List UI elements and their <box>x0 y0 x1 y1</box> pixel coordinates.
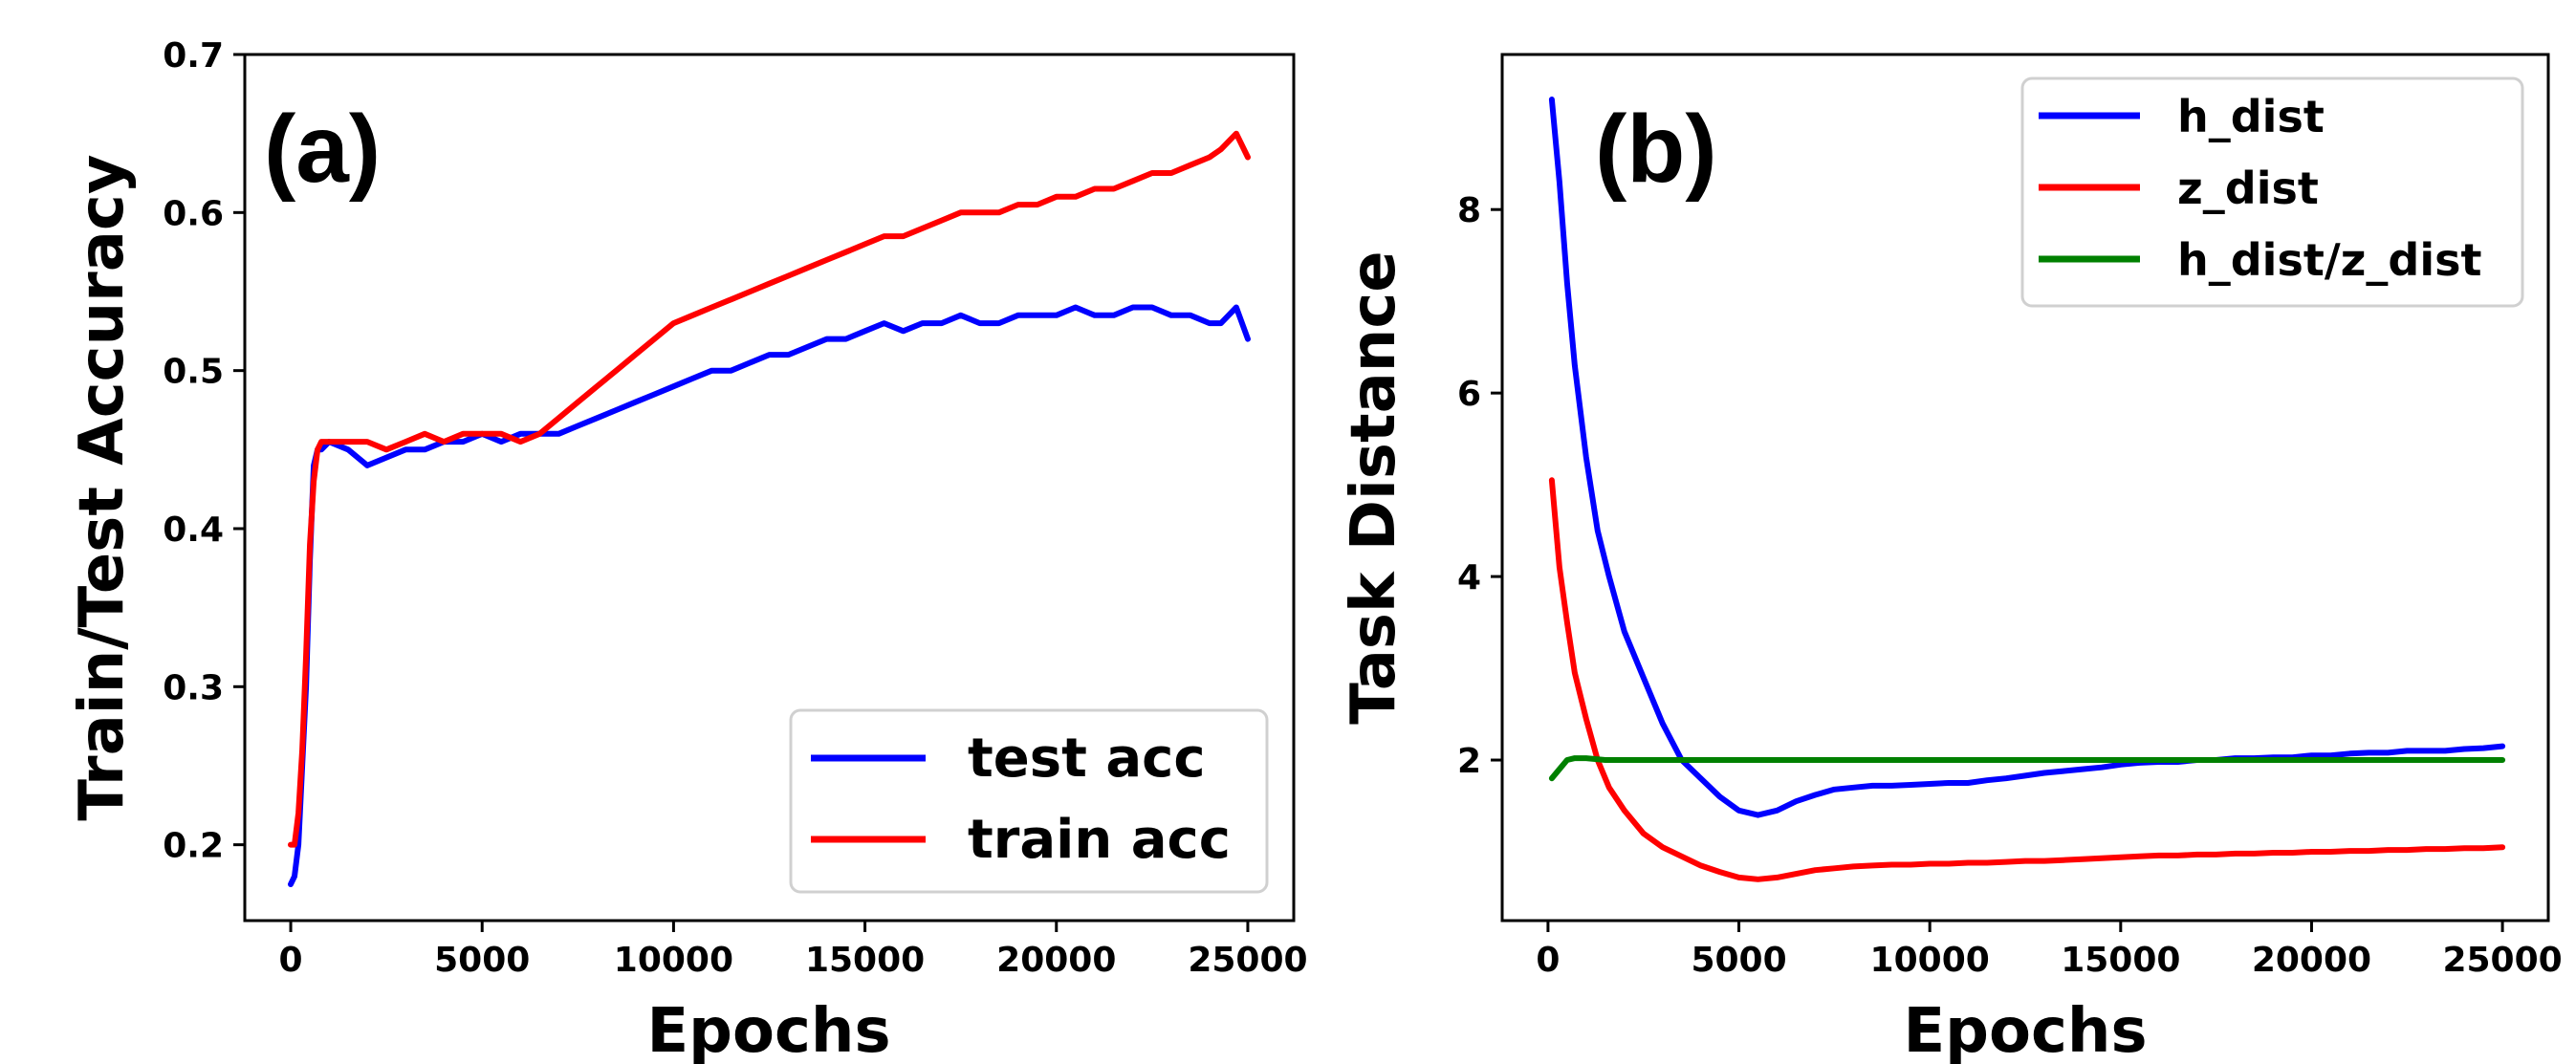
panel-b-series-h-dist-z-dist-line <box>1548 755 2506 782</box>
panel-a-label: (a) <box>264 96 381 203</box>
panel-a-y-axis-label: Train/Test Accuracy <box>67 154 138 820</box>
panel-b-x-tick-label: 5000 <box>1691 941 1786 980</box>
panel-a-x-tick-label: 10000 <box>614 941 733 980</box>
panel-a-x-ticks: 0 5000 10000 15000 20000 25000 <box>279 921 1308 980</box>
panel-b-series-h-dist-line <box>1548 97 2506 818</box>
panel-a-y-ticks: 0.2 0.3 0.4 0.5 0.6 0.7 <box>163 36 245 866</box>
panel-b-y-tick-label: 6 <box>1457 375 1481 414</box>
panel-b-label: (b) <box>1595 96 1717 203</box>
panel-b-legend-box <box>2020 76 2524 308</box>
panel-b-y-tick-label: 4 <box>1457 558 1481 597</box>
panel-b-y-tick-label: 2 <box>1457 742 1481 781</box>
panel-b-y-axis-label: Task Distance <box>1339 250 1409 724</box>
panel-a-x-tick-label: 20000 <box>996 941 1116 980</box>
panel-b-legend: h_dist z_dist h_dist/z_dist <box>2020 76 2524 308</box>
panel-a-x-tick-label: 0 <box>279 941 303 980</box>
panel-a-lines <box>288 130 1251 887</box>
panel-b-x-ticks: 0 5000 10000 15000 20000 25000 <box>1536 921 2563 980</box>
panel-b-x-tick-label: 10000 <box>1870 941 1990 980</box>
panel-b-y-tick-label: 8 <box>1457 191 1481 230</box>
panel-b-plot-frame <box>1500 53 2550 923</box>
panel-b-x-axis-label: Epochs <box>1903 996 2147 1064</box>
panel-a-x-tick-label: 5000 <box>434 941 530 980</box>
panel-a-legend: test acc train acc <box>789 708 1269 894</box>
panel-a-y-tick-label: 0.6 <box>163 194 224 233</box>
panel-a-y-tick-label: 0.4 <box>163 510 224 550</box>
panel-b-x-tick-label: 25000 <box>2442 941 2562 980</box>
panel-b-series-z-dist-line <box>1548 477 2506 882</box>
panel-b-legend-label-z-dist: z_dist <box>2177 163 2319 214</box>
panel-a-y-tick-label: 0.2 <box>163 827 224 866</box>
panel-b-legend-label-h-dist: h_dist <box>2177 91 2325 142</box>
panel-b-y-ticks: 2 4 6 8 <box>1457 191 1502 781</box>
panel-a-x-tick-label: 15000 <box>805 941 925 980</box>
panel-a-series-train-acc-line <box>288 130 1251 848</box>
panel-b-x-tick-label: 15000 <box>2061 941 2180 980</box>
panel-a-legend-label-test-acc: test acc <box>968 727 1206 790</box>
panel-a-x-tick-label: 25000 <box>1188 941 1307 980</box>
panel-a-x-axis-label: Epochs <box>646 996 890 1064</box>
panel-b-x-tick-label: 0 <box>1536 941 1560 980</box>
panel-a-y-tick-label: 0.5 <box>163 353 224 392</box>
panel-b-legend-label-ratio: h_dist/z_dist <box>2177 234 2481 286</box>
panel-a-y-tick-label: 0.3 <box>163 668 224 707</box>
panel-a-y-tick-label: 0.7 <box>163 36 224 76</box>
panel-a: 0 5000 10000 15000 20000 25000 0.20.30.40.50.… <box>67 36 1308 1064</box>
panel-b: 0 5000 10000 15000 20000 25000 2 4 6 8 (b) Epoch… <box>1339 53 2563 1064</box>
panel-b-x-tick-label: 20000 <box>2252 941 2371 980</box>
panel-b-lines <box>1548 97 2506 882</box>
panel-a-plot-frame <box>243 53 1296 923</box>
panel-a-legend-label-train-acc: train acc <box>968 809 1231 871</box>
panel-a-series-test-acc-line <box>288 304 1251 887</box>
